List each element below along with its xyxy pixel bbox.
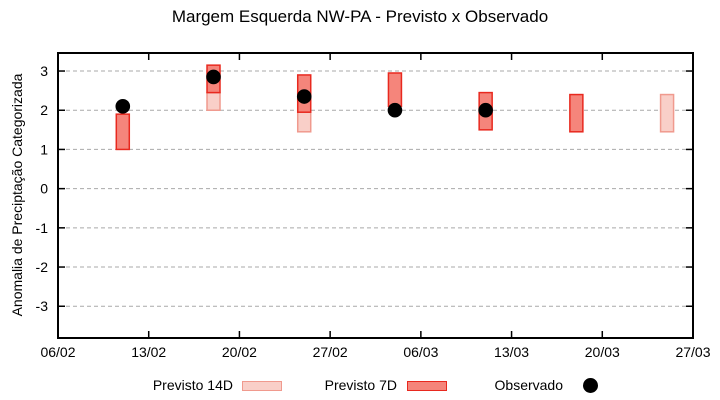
legend-label-observado: Observado (494, 377, 563, 393)
legend: Previsto 14D Previsto 7D Observado (0, 374, 720, 398)
legend-label-previsto-7d: Previsto 7D (324, 377, 397, 393)
x-tick-label: 20/02 (222, 344, 257, 360)
x-tick-label: 20/03 (585, 344, 620, 360)
observado-point (296, 89, 312, 104)
x-tick-label: 27/03 (675, 344, 710, 360)
plot-border (57, 52, 694, 339)
x-tick-label: 06/03 (403, 344, 438, 360)
observado-point (206, 69, 221, 85)
x-tick-label: 13/02 (131, 344, 166, 360)
y-tick-label: 0 (40, 181, 48, 197)
previsto-7d-bar (569, 93, 584, 133)
previsto-14d-bar (659, 93, 675, 133)
x-tick-label: 06/02 (40, 344, 75, 360)
y-axis-title: Anomalia de Preciptação Categorizada (9, 73, 25, 317)
y-tick-label: -2 (36, 259, 49, 275)
legend-marker-observado (583, 378, 598, 393)
chart-title: Margem Esquerda NW-PA - Previsto x Obser… (171, 7, 549, 26)
y-tick-label: -3 (36, 298, 49, 314)
observado-point (387, 102, 403, 118)
previsto-14d-bar (206, 91, 221, 111)
previsto-7d-bar (387, 72, 403, 108)
legend-label-previsto-14d: Previsto 14D (152, 377, 233, 393)
observado-point (478, 102, 493, 118)
legend-swatch-14d (242, 381, 282, 391)
y-tick-label: 2 (40, 102, 48, 118)
y-tick-label: -1 (36, 220, 49, 236)
y-tick-label: 3 (40, 63, 48, 79)
legend-swatch-7d (407, 381, 447, 391)
observado-point (115, 99, 131, 114)
x-tick-label: 27/02 (313, 344, 348, 360)
previsto-7d-bar (115, 113, 131, 151)
previsto-14d-bar (296, 111, 312, 133)
y-tick-label: 1 (40, 141, 48, 157)
x-tick-label: 13/03 (494, 344, 529, 360)
